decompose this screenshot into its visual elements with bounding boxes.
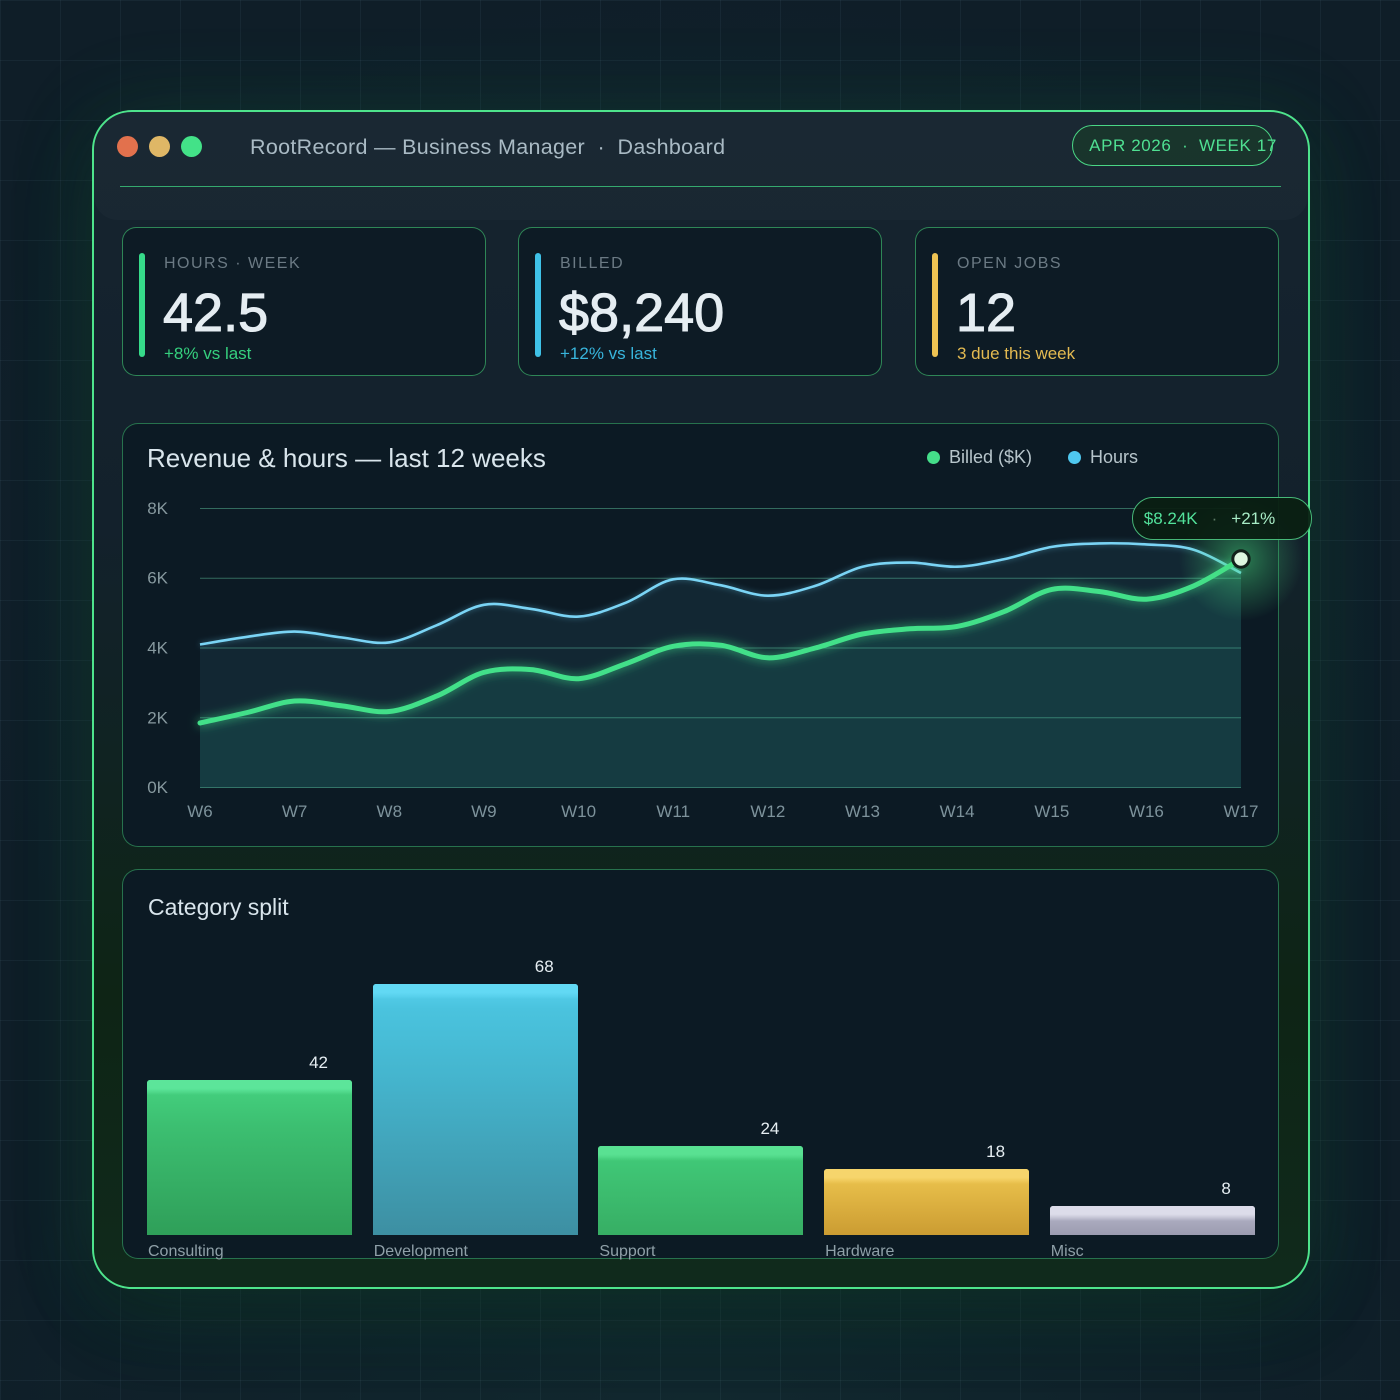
svg-text:W12: W12 xyxy=(750,802,785,821)
svg-text:W7: W7 xyxy=(282,802,308,821)
svg-text:0K: 0K xyxy=(147,778,168,797)
svg-text:W10: W10 xyxy=(561,802,596,821)
svg-text:W11: W11 xyxy=(656,802,690,821)
svg-text:W6: W6 xyxy=(187,802,213,821)
svg-text:W13: W13 xyxy=(845,802,880,821)
svg-text:W16: W16 xyxy=(1129,802,1164,821)
svg-text:W14: W14 xyxy=(940,802,975,821)
svg-text:4K: 4K xyxy=(147,639,168,658)
svg-text:W17: W17 xyxy=(1224,802,1259,821)
svg-text:6K: 6K xyxy=(147,569,168,588)
svg-text:2K: 2K xyxy=(147,708,168,727)
svg-text:W15: W15 xyxy=(1034,802,1069,821)
svg-text:W9: W9 xyxy=(471,802,497,821)
svg-text:8K: 8K xyxy=(147,499,168,518)
svg-text:W8: W8 xyxy=(377,802,403,821)
